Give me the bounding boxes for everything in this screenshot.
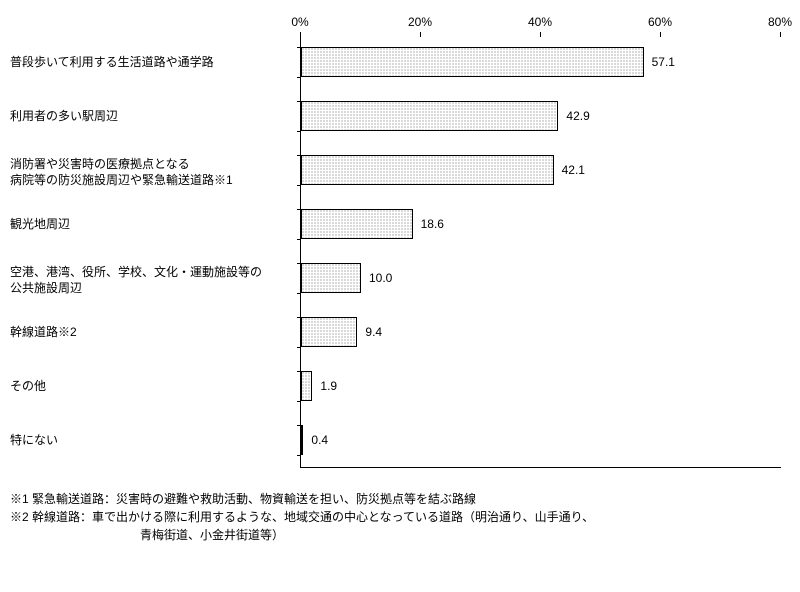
bar [301,371,312,401]
chart-row: 10.0 [301,253,781,307]
value-label: 9.4 [365,325,382,339]
x-tick-label: 20% [408,15,432,29]
bar [301,425,303,455]
chart-row: 18.6 [301,199,781,253]
category-label: 消防署や災害時の医療拠点となる病院等の防災施設周辺や緊急輸送道路※1 [10,157,295,188]
x-tick-label: 40% [528,15,552,29]
footnote-1: ※1 緊急輸送道路：災害時の避難や救助活動、物資輸送を担い、防災拠点等を結ぶ路線 [10,490,790,508]
x-tick-label: 0% [291,15,308,29]
category-label: 空港、港湾、役所、学校、文化・運動施設等の公共施設周辺 [10,265,295,296]
chart-row: 42.9 [301,91,781,145]
bar [301,155,554,185]
chart-row: 42.1 [301,145,781,199]
value-label: 18.6 [421,217,444,231]
category-label: 普段歩いて利用する生活道路や通学路 [10,55,295,71]
bar [301,47,644,77]
x-tick-label: 80% [768,15,792,29]
chart-row: 9.4 [301,307,781,361]
plot-area: 57.1 42.9 42.1 18.6 10.0 9.4 1.9 0.4 [300,37,781,468]
category-label: その他 [10,379,295,395]
value-label: 42.1 [562,163,585,177]
value-label: 0.4 [311,433,328,447]
chart-row: 57.1 [301,37,781,91]
category-label: 観光地周辺 [10,217,295,233]
footnotes: ※1 緊急輸送道路：災害時の避難や救助活動、物資輸送を担い、防災拠点等を結ぶ路線… [10,490,790,544]
footnote-2: ※2 幹線道路：車で出かける際に利用するような、地域交通の中心となっている道路（… [10,508,790,526]
bar [301,209,413,239]
chart-row: 0.4 [301,415,781,469]
bar [301,263,361,293]
value-label: 1.9 [320,379,337,393]
chart-container: 0% 20% 40% 60% 80% 57.1 42.9 42.1 18.6 10.0 9.4 1.… [10,10,790,480]
bar [301,317,357,347]
category-label: 特にない [10,433,295,449]
footnote-2-cont: 青梅街道、小金井街道等） [140,526,790,544]
bar [301,101,558,131]
x-axis: 0%20%40%60%80% [300,10,780,35]
x-tick-label: 60% [648,15,672,29]
value-label: 42.9 [566,109,589,123]
value-label: 57.1 [652,55,675,69]
chart-row: 1.9 [301,361,781,415]
value-label: 10.0 [369,271,392,285]
category-label: 利用者の多い駅周辺 [10,109,295,125]
category-label: 幹線道路※2 [10,325,295,341]
